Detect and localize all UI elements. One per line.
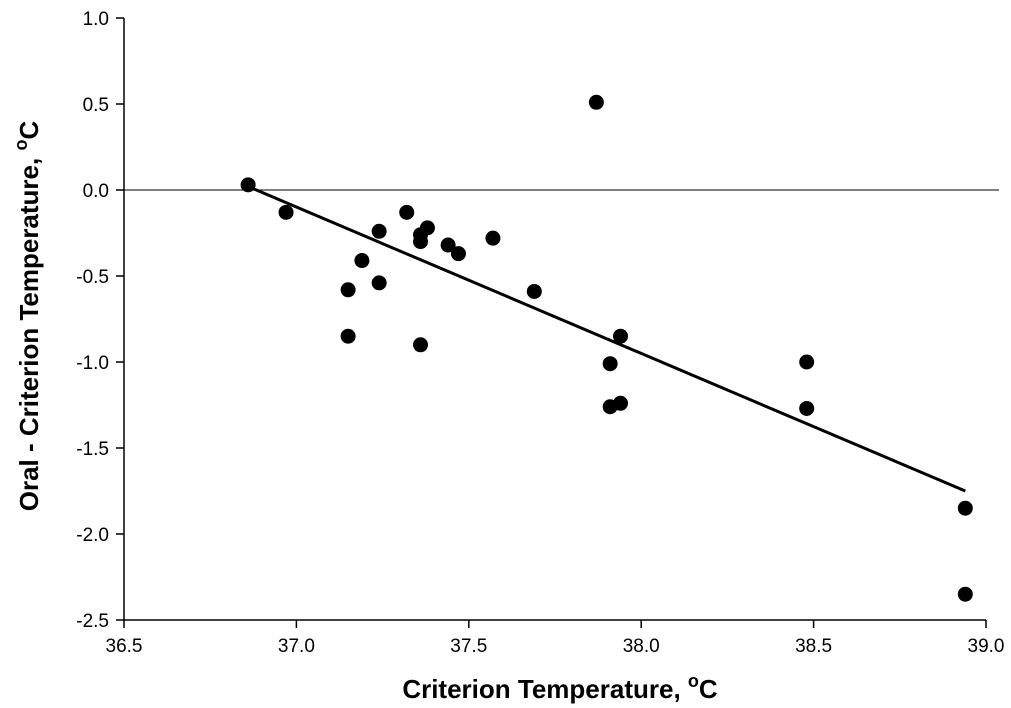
data-point xyxy=(399,204,415,220)
data-point xyxy=(340,328,356,344)
x-axis-title: Criterion Temperature, oC xyxy=(402,671,718,704)
y-tick-label: 0.5 xyxy=(83,95,109,116)
x-tick-label: 38.5 xyxy=(795,636,832,657)
regression-line xyxy=(247,185,966,493)
x-ticks: 36.5 37.0 37.5 38.0 38.5 39.0 xyxy=(106,620,1005,657)
y-tick-label: -1.5 xyxy=(76,439,109,460)
y-tick-label: -0.5 xyxy=(76,267,109,288)
data-point xyxy=(602,356,618,372)
data-point xyxy=(354,253,370,269)
data-point xyxy=(799,400,815,416)
y-ticks: 1.0 0.5 0.0 -0.5 -1.0 -1.5 -2.0 -2.5 xyxy=(76,9,124,632)
data-point xyxy=(613,328,629,344)
x-tick-label: 37.0 xyxy=(278,636,315,657)
data-point xyxy=(613,395,629,411)
x-degree-sup: o xyxy=(688,671,699,691)
data-point xyxy=(526,283,542,299)
x-tick-label: 39.0 xyxy=(968,636,1005,657)
y-degree-sup: o xyxy=(11,140,31,151)
data-point xyxy=(371,275,387,291)
data-point xyxy=(588,94,604,110)
data-point xyxy=(371,223,387,239)
data-points xyxy=(240,94,973,602)
x-tick-label: 37.5 xyxy=(450,636,487,657)
y-tick-label: 0.0 xyxy=(83,181,109,202)
data-point xyxy=(957,586,973,602)
y-axis-title: Oral - Criterion Temperature, oC xyxy=(11,121,44,512)
axes xyxy=(123,18,999,621)
data-point xyxy=(440,237,456,253)
data-point xyxy=(413,234,429,250)
data-point xyxy=(419,220,435,236)
data-point xyxy=(485,230,501,246)
data-point xyxy=(450,246,466,262)
y-tick-label: -2.5 xyxy=(76,611,109,632)
data-point xyxy=(957,500,973,516)
data-point xyxy=(278,204,294,220)
data-point xyxy=(413,337,429,353)
x-tick-label: 38.0 xyxy=(623,636,660,657)
data-point xyxy=(240,177,256,193)
data-point xyxy=(799,354,815,370)
y-tick-label: 1.0 xyxy=(83,9,109,30)
x-tick-label: 36.5 xyxy=(106,636,143,657)
data-point xyxy=(340,282,356,298)
y-tick-label: -2.0 xyxy=(76,525,109,546)
y-tick-label: -1.0 xyxy=(76,353,109,374)
